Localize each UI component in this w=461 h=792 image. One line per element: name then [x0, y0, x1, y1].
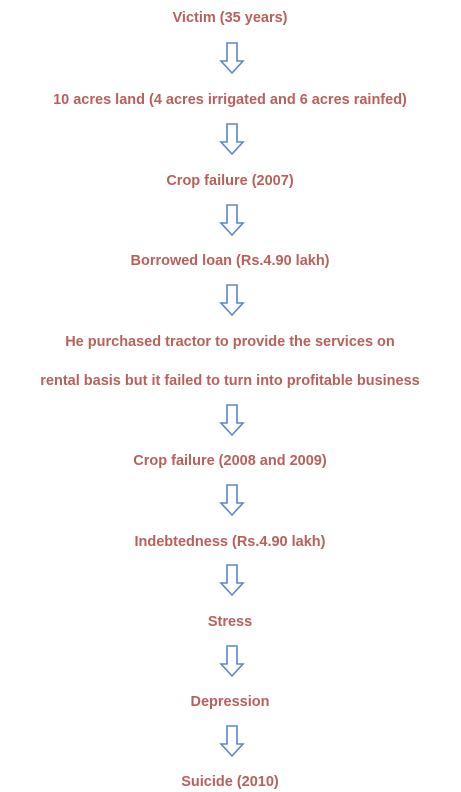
down-arrow — [219, 404, 245, 437]
node-label: Victim (35 years) — [173, 10, 288, 26]
node-label: Stress — [208, 614, 252, 630]
node-label: Crop failure (2007) — [166, 173, 293, 189]
node-label: Borrowed loan (Rs.4.90 lakh) — [130, 253, 329, 269]
node-label: Indebtedness (Rs.4.90 lakh) — [135, 534, 326, 550]
down-arrow — [219, 645, 245, 678]
down-arrow — [219, 564, 245, 597]
node-label: Depression — [191, 694, 270, 710]
down-arrow — [219, 204, 245, 237]
down-arrow — [219, 484, 245, 517]
down-arrow — [219, 123, 245, 156]
node-label: He purchased tractor to provide the serv… — [65, 334, 395, 350]
node-label: Suicide (2010) — [181, 774, 279, 790]
node-label: rental basis but it failed to turn into … — [40, 373, 419, 389]
down-arrow — [219, 42, 245, 75]
down-arrow — [219, 284, 245, 317]
node-label: Crop failure (2008 and 2009) — [133, 453, 327, 469]
down-arrow — [219, 725, 245, 758]
node-label: 10 acres land (4 acres irrigated and 6 a… — [53, 92, 407, 108]
